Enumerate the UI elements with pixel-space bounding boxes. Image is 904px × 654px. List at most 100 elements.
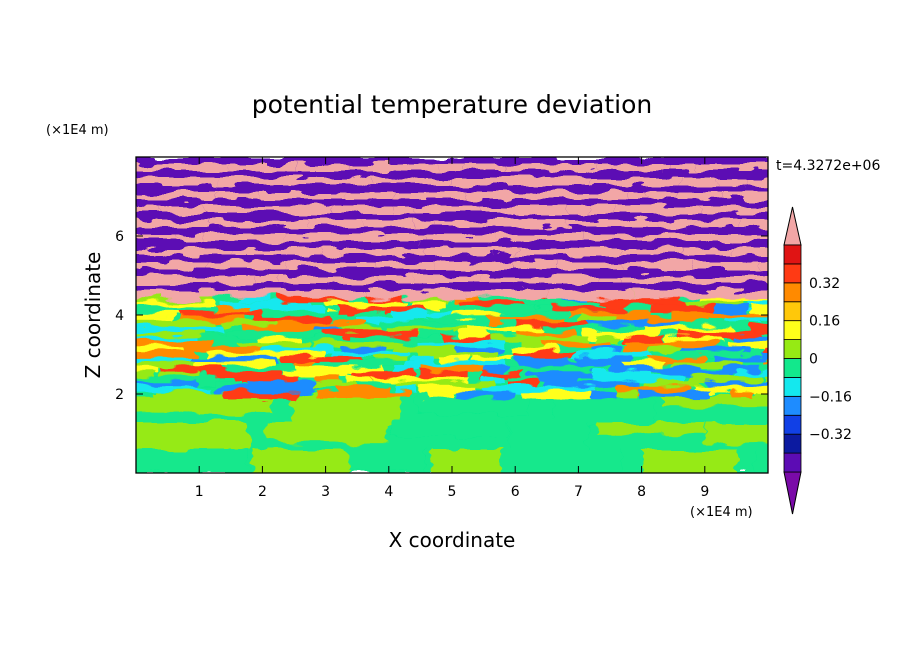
field-patch xyxy=(159,290,202,300)
field-patch xyxy=(136,356,197,363)
field-patch xyxy=(729,391,753,399)
colorbar-swatch xyxy=(783,358,802,378)
field-patch xyxy=(592,346,621,353)
field-patch xyxy=(540,283,598,291)
field-patch xyxy=(251,306,325,312)
field-patch xyxy=(609,366,702,374)
field-patch xyxy=(756,213,768,222)
field-patch xyxy=(446,199,493,209)
field-patch xyxy=(218,178,298,186)
field-patch xyxy=(313,341,403,349)
field-patch xyxy=(136,185,216,195)
colorbar-swatch xyxy=(783,301,802,322)
field-patch xyxy=(136,381,196,387)
field-patch xyxy=(516,361,604,369)
field-patch xyxy=(389,283,421,291)
field-patch xyxy=(299,290,370,299)
field-patch xyxy=(562,171,635,179)
field-patch xyxy=(136,220,211,229)
field-patch xyxy=(273,321,366,328)
field-patch xyxy=(354,311,388,318)
field-patch xyxy=(285,262,376,270)
field-patch xyxy=(293,361,315,370)
field-patch xyxy=(372,356,409,363)
field-patch xyxy=(504,164,598,174)
field-patch xyxy=(649,192,674,201)
field-patch xyxy=(187,346,264,353)
field-patch xyxy=(136,316,174,323)
field-patch xyxy=(480,269,504,278)
x-tick-label: 7 xyxy=(574,484,583,500)
field-patch xyxy=(176,234,205,243)
field-patch xyxy=(191,241,217,251)
field-patch xyxy=(356,381,393,387)
field-patch xyxy=(136,326,223,334)
field-patch xyxy=(257,336,306,342)
field-patch xyxy=(634,234,695,242)
field-patch xyxy=(167,164,231,172)
field-patch xyxy=(235,376,300,385)
field-patch xyxy=(303,255,364,265)
field-patch xyxy=(136,306,207,313)
colorbar-swatch xyxy=(783,282,802,303)
field-patch xyxy=(136,241,192,251)
field-patch xyxy=(214,213,293,222)
field-patch xyxy=(666,269,744,277)
field-patch xyxy=(136,391,153,397)
field-patch xyxy=(294,185,369,195)
field-patch xyxy=(416,394,531,416)
field-patch xyxy=(570,269,623,278)
field-patch xyxy=(581,234,635,242)
field-patch xyxy=(426,248,516,257)
field-patch xyxy=(762,351,768,359)
field-patch xyxy=(136,311,178,317)
field-patch xyxy=(203,206,261,214)
field-patch xyxy=(571,227,628,237)
field-patch xyxy=(178,316,244,324)
field-patch xyxy=(625,341,716,347)
field-patch xyxy=(440,306,537,314)
field-patch xyxy=(318,361,416,367)
x-tick-label: 4 xyxy=(384,484,393,500)
field-patch xyxy=(223,391,300,399)
field-patch xyxy=(425,234,495,244)
field-patch xyxy=(466,255,495,265)
field-patch xyxy=(466,290,549,298)
field-patch xyxy=(737,371,768,377)
field-patch xyxy=(158,206,204,215)
field-patch xyxy=(512,351,580,358)
field-patch xyxy=(283,283,332,293)
field-patch xyxy=(232,248,320,258)
field-patch xyxy=(414,276,482,285)
field-patch xyxy=(638,213,677,222)
field-patch xyxy=(680,346,749,354)
field-patch xyxy=(511,262,561,272)
field-patch xyxy=(417,341,503,349)
field-patch xyxy=(410,301,447,310)
field-patch xyxy=(588,321,685,327)
colorbar-swatch xyxy=(783,433,802,454)
field-patch xyxy=(637,391,712,398)
colorbar-label: −0.32 xyxy=(809,427,852,443)
field-patch xyxy=(392,213,481,221)
field-patch xyxy=(246,381,322,390)
field-patch xyxy=(323,269,399,279)
field-patch xyxy=(703,381,768,389)
field-patch xyxy=(745,227,768,236)
x-scale-label: (×1E4 m) xyxy=(690,505,753,520)
colorbar-swatch xyxy=(783,263,802,284)
field-patch xyxy=(568,311,651,318)
field-patch xyxy=(210,220,309,229)
field-patch xyxy=(345,376,373,382)
field-patch xyxy=(201,290,300,298)
field-patch xyxy=(462,185,520,195)
field-patch xyxy=(581,331,658,339)
x-axis: 1 2 3 4 5 6 7 8 9 xyxy=(195,157,709,500)
field-patch xyxy=(615,206,703,215)
field-patch xyxy=(670,311,768,319)
field-patch xyxy=(624,306,652,312)
field-patch xyxy=(590,206,616,216)
field-patch xyxy=(242,326,319,334)
field-patch xyxy=(207,371,283,377)
field-patch xyxy=(329,351,408,358)
